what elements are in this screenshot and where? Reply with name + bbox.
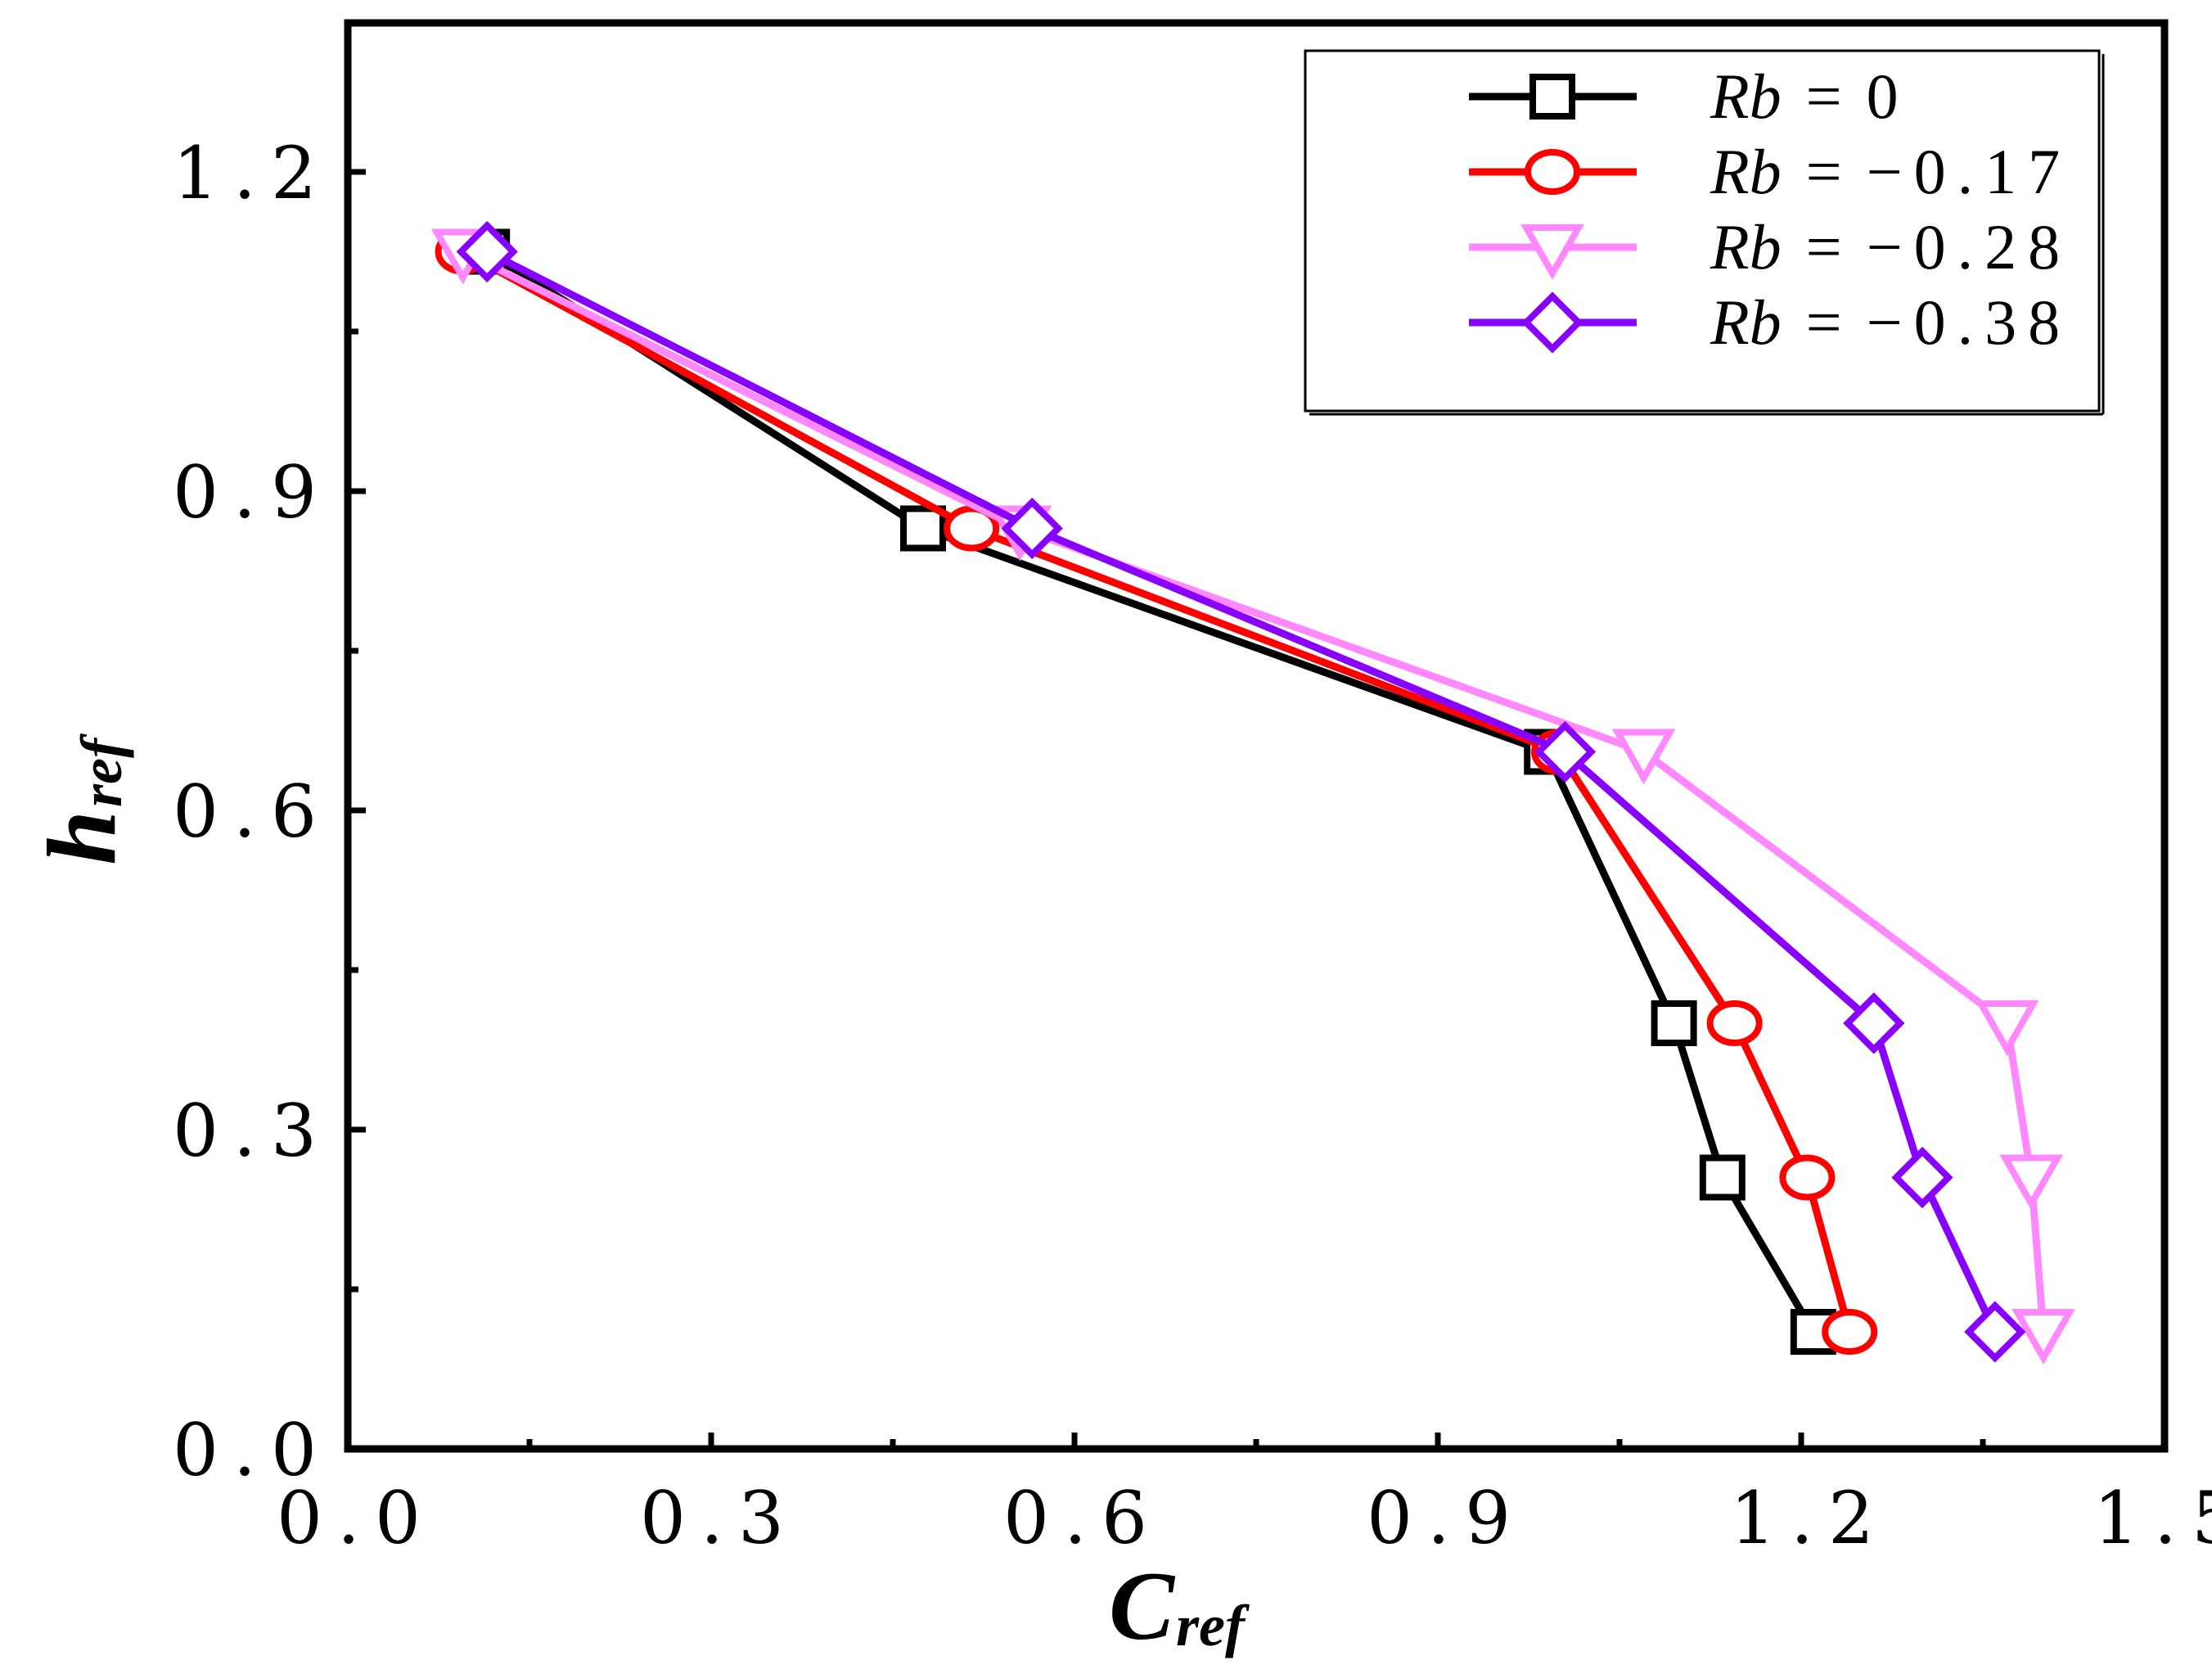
series-line: [461, 248, 1854, 1333]
legend-marker: [1525, 149, 1580, 195]
legend-item: Rb = 0: [1469, 61, 1910, 132]
plot-area: [430, 220, 2075, 1365]
legend-marker: [1520, 224, 1584, 281]
data-point: [1779, 1154, 1836, 1201]
data-point: [1651, 1000, 1697, 1046]
y-tick-label: 1.2: [173, 131, 331, 215]
y-tick-label: 0.6: [173, 769, 331, 854]
x-axis-title-subscript: ref: [1176, 1593, 1250, 1658]
legend-box: [1304, 49, 2101, 413]
data-point: [944, 505, 1000, 552]
legend-item: Rb = −0.38: [1469, 287, 2071, 358]
data-point: [456, 220, 518, 283]
series-line: [485, 248, 1998, 1333]
data-point: [1001, 497, 1063, 560]
x-tick-label: 0.3: [640, 1476, 799, 1560]
data-point: [1706, 1000, 1763, 1046]
data-point: [1843, 992, 1905, 1054]
data-point: [1891, 1146, 1953, 1209]
data-point: [1534, 720, 1597, 783]
data-point: [1611, 729, 1676, 785]
x-tick-label: 0.9: [1367, 1476, 1525, 1560]
x-tick-label: 1.5: [2093, 1476, 2212, 1560]
series-3: [456, 220, 2026, 1363]
legend-item: Rb = −0.28: [1469, 211, 2071, 282]
legend-label: Rb = 0: [1710, 61, 1910, 132]
legend-label: Rb = −0.38: [1710, 287, 2071, 358]
y-tick-label: 0.0: [173, 1408, 331, 1492]
legend-marker: [1521, 291, 1584, 354]
legend-label: Rb = −0.17: [1710, 136, 2071, 207]
y-axis-title: h: [27, 810, 136, 865]
x-tick-label: 0.0: [277, 1476, 435, 1560]
legend-marker: [1529, 74, 1575, 120]
x-tick-label: 0.6: [1003, 1476, 1162, 1560]
legend-label: Rb = −0.28: [1710, 211, 2071, 282]
data-point: [1999, 1154, 2064, 1211]
data-point: [900, 505, 946, 552]
axes: 0.0 0.3 0.6 0.9 1.2 1.5 0.0 0.3 0.6 0.9 1.2: [173, 19, 2212, 1560]
series-2: [430, 228, 2075, 1365]
x-axis-title: C: [1109, 1551, 1176, 1660]
data-point: [1975, 1000, 2039, 1057]
data-point: [1699, 1154, 1746, 1201]
data-point: [1822, 1309, 1878, 1355]
x-tick-label: 1.2: [1730, 1476, 1889, 1560]
series-line: [484, 248, 1817, 1334]
y-tick-label: 0.3: [173, 1089, 331, 1173]
data-point: [2012, 1309, 2075, 1365]
y-tick-label: 0.9: [173, 450, 331, 535]
y-axis-title-subscript: ref: [69, 733, 134, 807]
data-point: [1964, 1301, 2026, 1363]
legend-item: Rb = −0.17: [1469, 136, 2071, 207]
